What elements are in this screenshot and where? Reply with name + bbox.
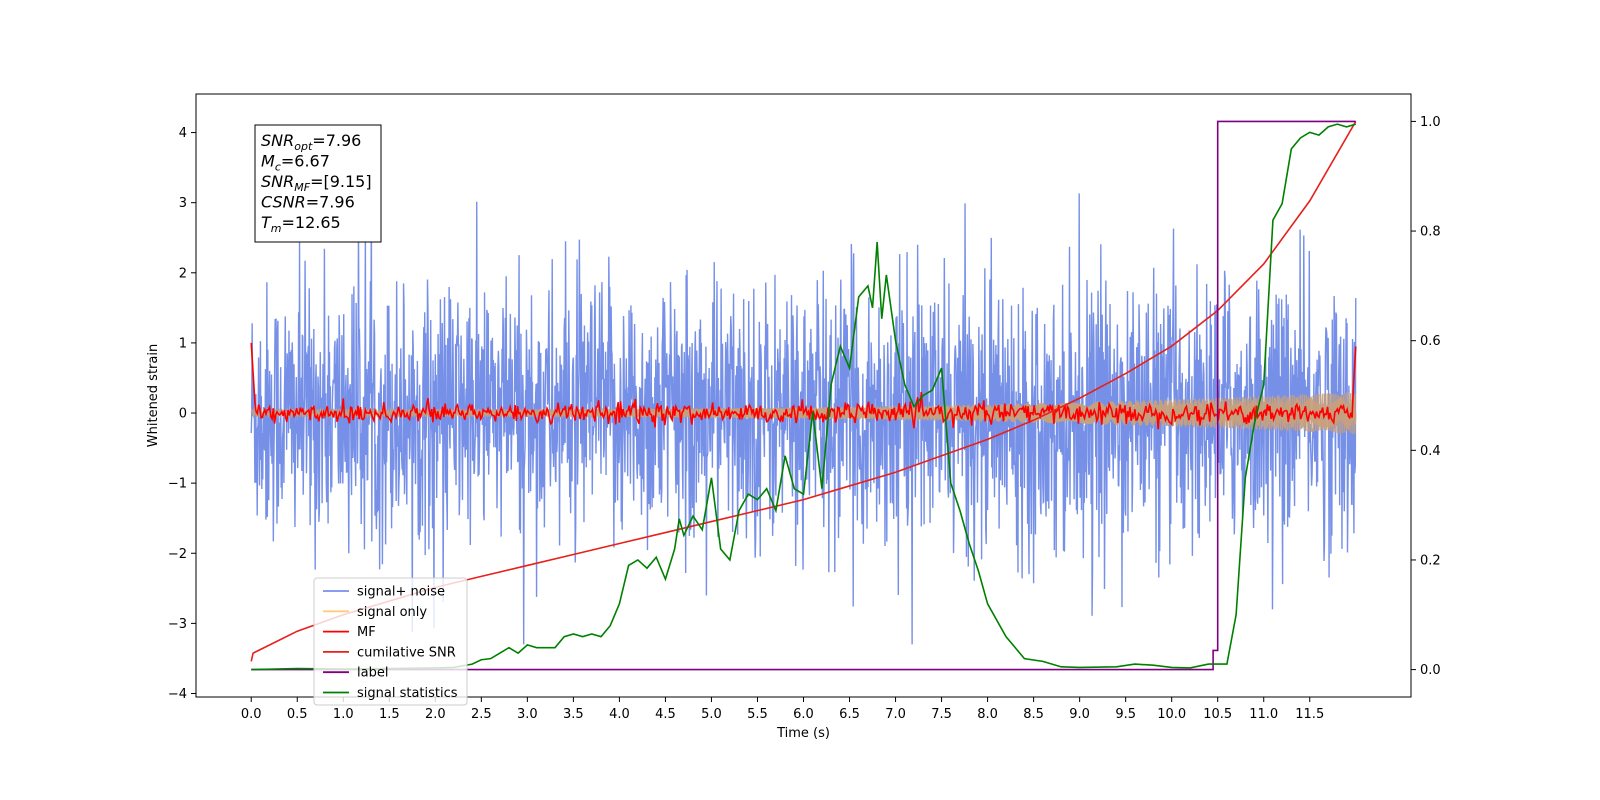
legend-label: cumilative SNR — [357, 645, 456, 660]
y-tick-label: −3 — [168, 617, 187, 632]
x-axis-label: Time (s) — [776, 726, 830, 741]
y-right-tick-label: 0.2 — [1420, 553, 1441, 568]
annotation-subscript: c — [275, 161, 281, 174]
x-tick-label: 1.0 — [333, 707, 354, 722]
annotation-subscript: m — [271, 222, 282, 235]
annotation-line: SNRopt=7.96 — [261, 131, 361, 153]
x-tick-label: 8.5 — [1023, 707, 1044, 722]
legend-frame — [313, 577, 468, 706]
annotation-frame — [254, 124, 382, 243]
x-tick-label: 7.5 — [931, 707, 952, 722]
stats-annotation: SNRopt=7.96Mc=6.67SNRMF=[9.15]CSNR=7.96T… — [254, 124, 382, 243]
annotation-value: =[9.15] — [310, 172, 372, 191]
y-tick-label: 4 — [179, 126, 187, 141]
annotation-symbol: CSNR — [261, 193, 306, 212]
annotation-subscript: MF — [294, 181, 310, 194]
annotation-symbol: SNR — [261, 131, 294, 150]
x-tick-label: 9.5 — [1115, 707, 1136, 722]
legend-label: signal only — [357, 605, 427, 620]
annotation-symbol: M — [261, 152, 275, 171]
legend-label: label — [357, 666, 388, 681]
y-tick-label: −2 — [168, 547, 187, 562]
legend-label: signal statistics — [357, 686, 458, 701]
x-tick-label: 5.5 — [747, 707, 768, 722]
x-tick-label: 11.5 — [1295, 707, 1324, 722]
x-tick-label: 6.5 — [839, 707, 860, 722]
x-tick-label: 3.5 — [563, 707, 584, 722]
annotation-symbol: T — [261, 213, 272, 232]
y-right-tick-label: 0.4 — [1420, 444, 1441, 459]
annotation-line: SNRMF=[9.15] — [261, 172, 372, 194]
x-tick-label: 6.0 — [793, 707, 814, 722]
annotation-line: Tm=12.65 — [261, 213, 341, 235]
x-tick-label: 8.0 — [977, 707, 998, 722]
x-tick-label: 0.5 — [287, 707, 308, 722]
y-right-tick-label: 0.6 — [1420, 334, 1441, 349]
series-label-line — [251, 120, 1356, 671]
x-tick-label: 0.0 — [241, 707, 262, 722]
y-tick-label: 1 — [179, 336, 187, 351]
y-tick-label: 2 — [179, 266, 187, 281]
x-tick-label: 10.5 — [1203, 707, 1232, 722]
y-tick-label: 3 — [179, 196, 187, 211]
annotation-line: CSNR=7.96 — [261, 193, 355, 212]
y-right-tick-label: 0.8 — [1420, 225, 1441, 240]
y-tick-label: −4 — [168, 687, 187, 702]
legend: signal+ noise signal only MF cumilative SNR… — [313, 577, 468, 706]
y-right-tick-label: 0.0 — [1420, 663, 1441, 678]
annotation-line: Mc=6.67 — [261, 152, 330, 174]
y-tick-label: −1 — [168, 477, 187, 492]
x-tick-label: 4.5 — [655, 707, 676, 722]
x-tick-label: 2.0 — [425, 707, 446, 722]
x-tick-label: 4.0 — [609, 707, 630, 722]
x-tick-label: 3.0 — [517, 707, 538, 722]
x-tick-label: 5.0 — [701, 707, 722, 722]
y-axis-label: Whitened strain — [146, 344, 161, 447]
x-tick-label: 10.0 — [1157, 707, 1186, 722]
x-tick-label: 9.0 — [1069, 707, 1090, 722]
annotation-value: =12.65 — [282, 213, 341, 232]
annotation-value: =7.96 — [306, 193, 355, 212]
annotation-subscript: opt — [294, 140, 313, 153]
annotation-value: =6.67 — [281, 152, 330, 171]
x-tick-label: 11.0 — [1249, 707, 1278, 722]
annotation-symbol: SNR — [261, 172, 294, 191]
y-tick-label: 0 — [179, 407, 187, 422]
annotation-value: =7.96 — [312, 131, 361, 150]
series-mf-line — [250, 342, 1357, 430]
y-right-tick-label: 1.0 — [1420, 115, 1441, 130]
series-signal-statistics-line — [251, 123, 1356, 671]
x-tick-label: 2.5 — [471, 707, 492, 722]
x-tick-label: 1.5 — [379, 707, 400, 722]
legend-label: MF — [357, 625, 376, 640]
axes: 0.0 0.5 1.0 1.5 2.0 2.5 3.0 3.5 4.0 4.5 5.0 5.5 6.0 6… — [168, 93, 1441, 722]
series-signal-noise-line — [250, 167, 1357, 645]
legend-label: signal+ noise — [357, 585, 445, 600]
x-tick-label: 7.0 — [885, 707, 906, 722]
